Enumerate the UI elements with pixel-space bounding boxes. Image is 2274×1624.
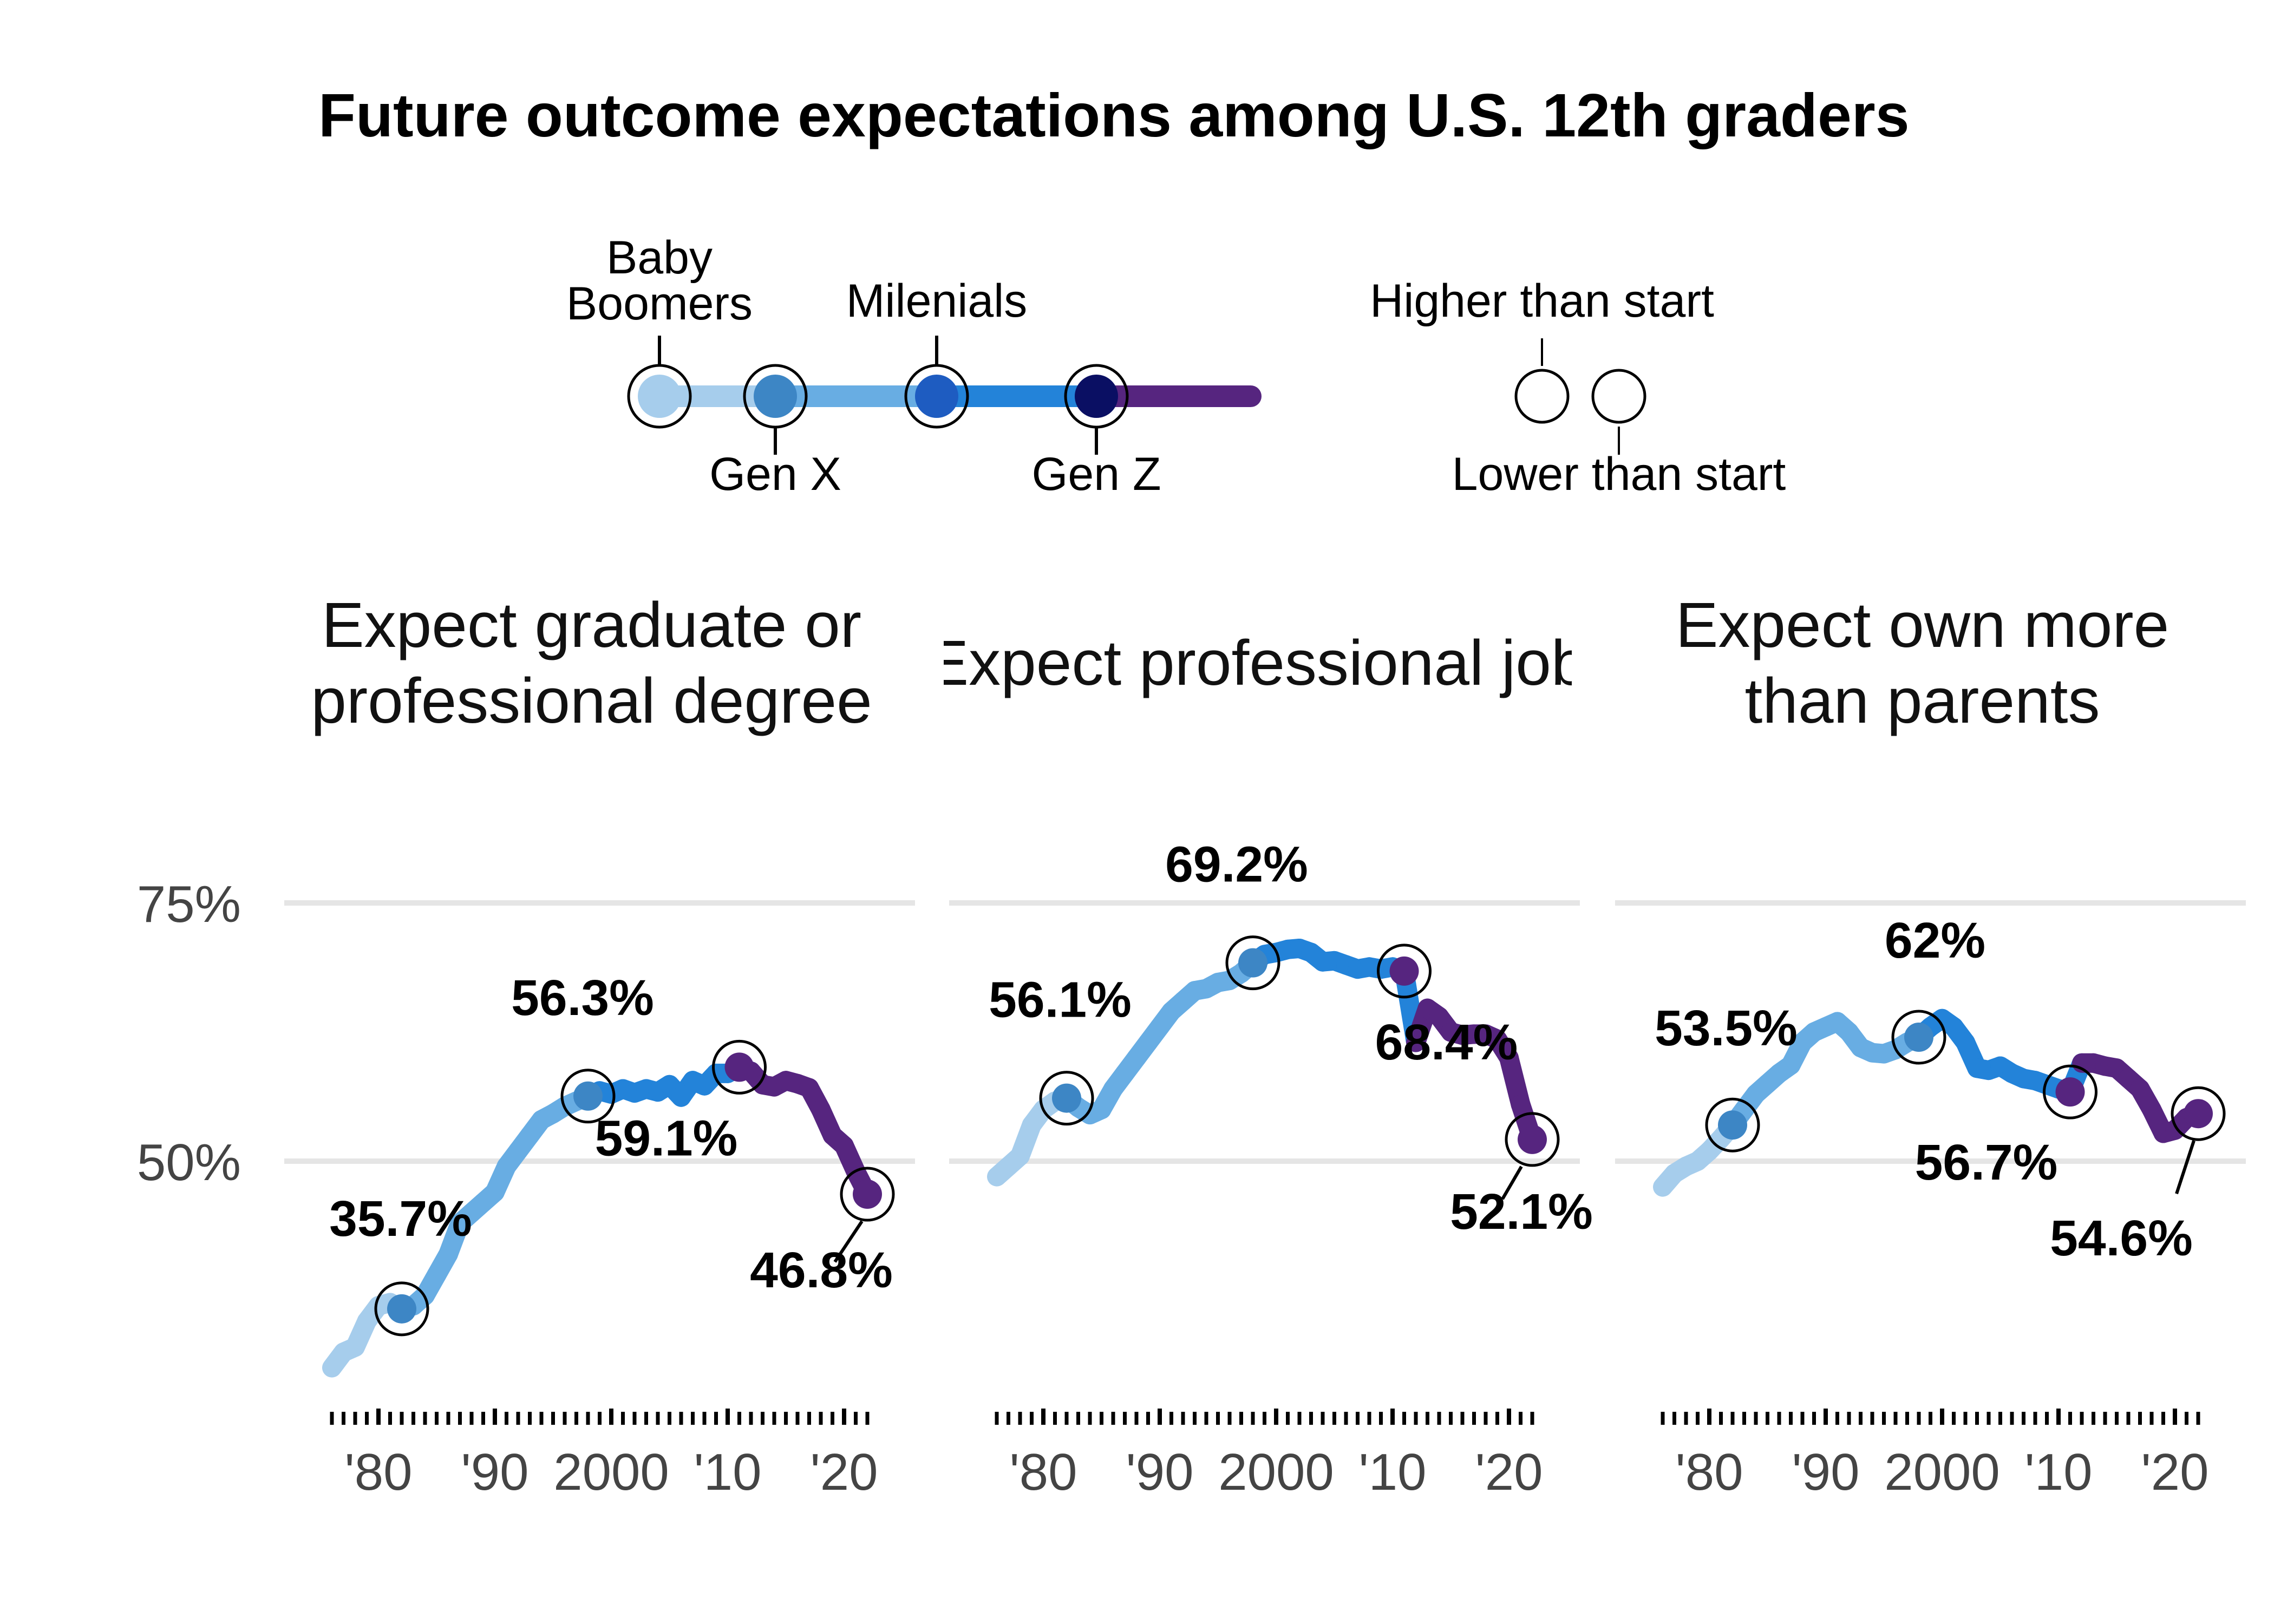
x-tick-label: '90 [1126, 1443, 1193, 1501]
callout-dot [1718, 1110, 1747, 1140]
panel-title-line-2: than parents [1744, 665, 2100, 737]
callout-dot [2055, 1077, 2085, 1107]
callout-ring [560, 1069, 616, 1124]
x-tick-label: '10 [2024, 1443, 2092, 1501]
x-axis-ticks [995, 1409, 1534, 1425]
x-tick-label: '10 [1358, 1443, 1426, 1501]
callout-dot [1518, 1124, 1547, 1154]
callout-ring [840, 1167, 895, 1222]
callout-dot [1904, 1023, 1933, 1052]
callout-leader [833, 1220, 864, 1263]
callout-dot [1238, 948, 1267, 978]
legend-label-boomers-2: Boomers [566, 278, 753, 330]
x-tick-label: '10 [694, 1443, 761, 1501]
x-tick-label: '80 [344, 1443, 412, 1501]
data-label: 35.7% [329, 1190, 472, 1247]
data-label: 59.1% [595, 1110, 738, 1166]
legend-dot-2 [754, 375, 797, 418]
x-axis-ticks [1661, 1409, 2200, 1425]
x-axis-ticks [330, 1409, 870, 1425]
data-label: 56.7% [1915, 1134, 2058, 1190]
legend-dot-3 [915, 375, 958, 418]
callout-ring [1039, 1071, 1094, 1126]
callout-ring [374, 1281, 429, 1337]
legend-label-higher: Higher than start [1370, 275, 1714, 327]
callout-dot [724, 1052, 754, 1082]
callout-ring [1891, 1010, 1946, 1065]
callout-ring [1505, 1112, 1560, 1167]
panel-title-group: Expect professional job [926, 627, 1586, 699]
x-tick-label: '20 [2141, 1443, 2208, 1501]
panel-title-line-1: Expect own more [1676, 590, 2170, 661]
data-label: 62% [1885, 912, 1985, 968]
callout-dot [2184, 1099, 2213, 1129]
data-label: 56.1% [989, 972, 1132, 1028]
callout-leader [2175, 1140, 2195, 1195]
y-tick-label-50: 50% [137, 1134, 241, 1191]
data-label: 56.3% [511, 970, 654, 1026]
legend-label-boomers-1: Baby [606, 232, 713, 284]
legend-label-lower: Lower than start [1452, 448, 1786, 500]
callout-ring [1225, 935, 1280, 991]
panel-2: Expect professional job '80 '90 2000 '10 '20 5… [926, 627, 1593, 1501]
legend-marker-higher [1514, 369, 1570, 424]
panel-title-line-1: Expect graduate or [322, 590, 861, 661]
y-tick-label-75: 75% [137, 875, 241, 933]
data-label: 68.4% [1375, 1014, 1518, 1070]
data-label: 52.1% [1450, 1183, 1593, 1240]
x-tick-label: '80 [1009, 1443, 1077, 1501]
x-tick-label: '90 [1792, 1443, 1859, 1501]
callout-dot [1052, 1083, 1081, 1113]
callout-ring [2043, 1064, 2097, 1119]
callout-ring [1705, 1097, 1760, 1152]
legend-dot-4 [1075, 375, 1118, 418]
legend-label-millennials: Milenials [846, 275, 1028, 327]
callout-ring [712, 1039, 767, 1095]
data-label: 46.8% [750, 1242, 893, 1298]
callout-leader [1501, 1165, 1523, 1200]
callout-ring [1377, 944, 1432, 999]
data-label: 54.6% [2050, 1210, 2193, 1266]
callout-dot [573, 1081, 603, 1111]
callout-dot [387, 1294, 416, 1324]
data-label: 69.2% [1165, 836, 1308, 893]
legend-label-genx: Gen X [709, 448, 841, 500]
x-tick-label: 2000 [553, 1443, 669, 1501]
x-tick-label: 2000 [1884, 1443, 2000, 1501]
legend-label-genz: Gen Z [1032, 448, 1161, 500]
x-tick-label: '20 [1475, 1443, 1543, 1501]
chart-title: Future outcome expectations among U.S. 1… [318, 81, 1910, 149]
x-tick-label: '90 [461, 1443, 528, 1501]
panel-title-line-1: Expect professional job [926, 627, 1586, 699]
legend-marker-lower [1591, 369, 1646, 424]
callout-dot [1389, 956, 1419, 986]
legend-dot-1 [638, 375, 681, 418]
callout-dot [853, 1180, 882, 1209]
panel-title-line-2: professional degree [311, 665, 872, 737]
x-tick-label: 2000 [1218, 1443, 1334, 1501]
callout-ring [2171, 1086, 2226, 1141]
data-label: 53.5% [1655, 1000, 1798, 1056]
x-tick-label: '20 [810, 1443, 878, 1501]
x-tick-label: '80 [1675, 1443, 1743, 1501]
